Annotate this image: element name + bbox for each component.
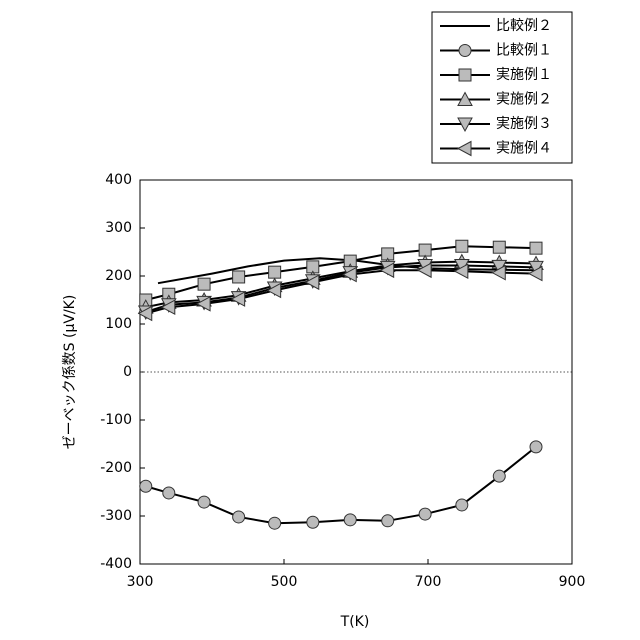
marker bbox=[382, 515, 394, 527]
marker bbox=[344, 514, 356, 526]
y-tick-label: -300 bbox=[100, 508, 132, 524]
y-tick-label: 100 bbox=[105, 316, 132, 332]
legend-marker bbox=[459, 69, 471, 81]
marker bbox=[140, 480, 152, 492]
marker bbox=[163, 487, 175, 499]
x-tick-label: 900 bbox=[559, 574, 586, 590]
chart: T(K) ゼーベック係数S (μV/K) -400 -300 -200 -100 0 10… bbox=[0, 0, 640, 640]
legend-label: 実施例４ bbox=[496, 141, 552, 157]
legend-label: 比較例２ bbox=[496, 18, 552, 34]
y-tick-label: -200 bbox=[100, 460, 132, 476]
y-tick-label: 300 bbox=[105, 220, 132, 236]
legend-marker bbox=[459, 45, 471, 57]
marker bbox=[307, 516, 319, 528]
marker bbox=[269, 266, 281, 278]
y-tick-label: -400 bbox=[100, 556, 132, 572]
y-tick-label: 0 bbox=[123, 364, 132, 380]
marker bbox=[530, 242, 542, 254]
x-tick-label: 700 bbox=[415, 574, 442, 590]
y-axis-label: ゼーベック係数S (μV/K) bbox=[62, 295, 78, 450]
series-line bbox=[146, 447, 536, 523]
x-axis-label: T(K) bbox=[340, 614, 370, 630]
x-tick-label: 300 bbox=[127, 574, 154, 590]
marker bbox=[456, 499, 468, 511]
marker bbox=[269, 517, 281, 529]
marker bbox=[493, 241, 505, 253]
marker bbox=[233, 511, 245, 523]
legend-label: 比較例１ bbox=[496, 43, 552, 59]
marker bbox=[419, 508, 431, 520]
marker bbox=[530, 441, 542, 453]
y-tick-label: -100 bbox=[100, 412, 132, 428]
legend-label: 実施例３ bbox=[496, 116, 552, 132]
marker bbox=[233, 271, 245, 283]
marker bbox=[198, 496, 210, 508]
marker bbox=[419, 244, 431, 256]
marker bbox=[198, 278, 210, 290]
x-tick-label: 500 bbox=[271, 574, 298, 590]
legend-label: 実施例２ bbox=[496, 92, 552, 108]
y-tick-label: 200 bbox=[105, 268, 132, 284]
marker bbox=[456, 240, 468, 252]
legend-label: 実施例１ bbox=[496, 67, 552, 83]
marker bbox=[493, 470, 505, 482]
y-tick-label: 400 bbox=[105, 172, 132, 188]
